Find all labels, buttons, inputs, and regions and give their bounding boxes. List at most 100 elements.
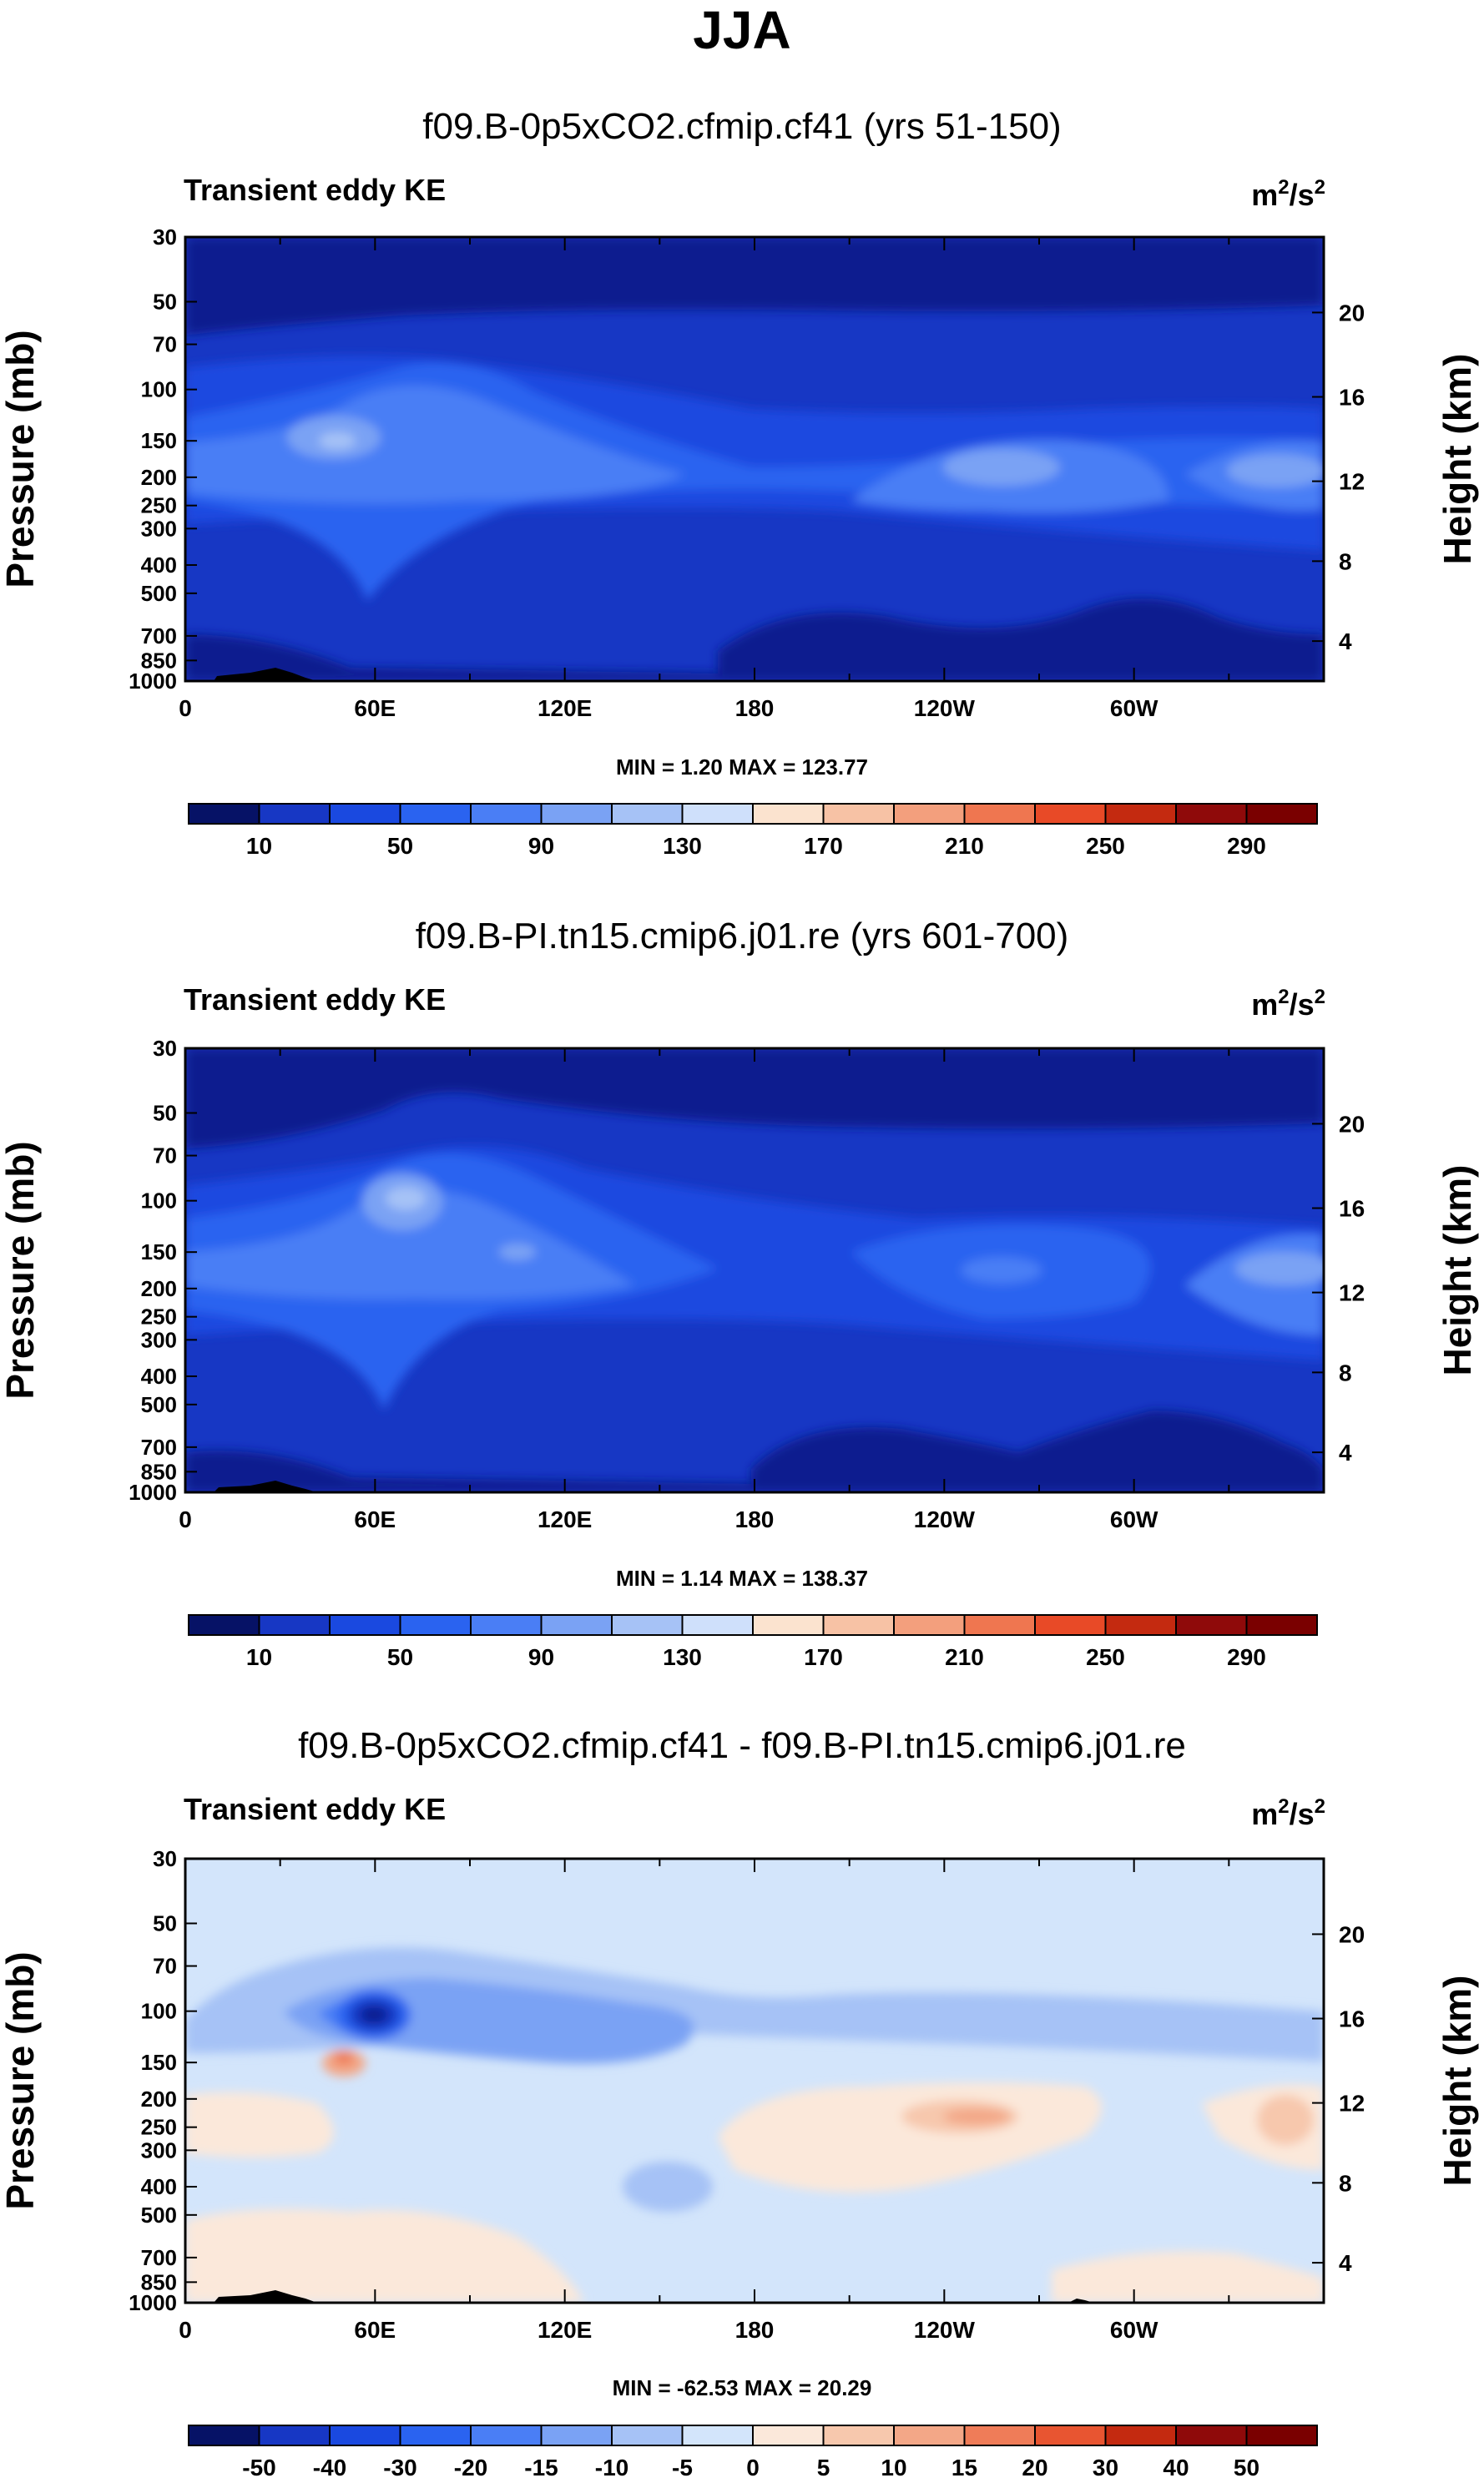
panel-2-left-label: Transient eddy KE bbox=[184, 982, 446, 1017]
ytick-label: 100 bbox=[141, 377, 177, 402]
panel-1-title: f09.B-0p5xCO2.cfmip.cf41 (yrs 51-150) bbox=[422, 106, 1061, 147]
colorbar-label: 210 bbox=[945, 833, 984, 859]
colorbar-box bbox=[963, 1614, 1036, 1636]
panel-2-colorbar-boxes bbox=[188, 1614, 1318, 1636]
colorbar-box bbox=[1245, 2425, 1318, 2446]
panel-2-stats: MIN = 1.14 MAX = 138.37 bbox=[616, 1566, 868, 1591]
contour-core-4 bbox=[1235, 1252, 1324, 1285]
contour-core-2 bbox=[386, 1187, 426, 1210]
panel-2-ylabel-right: Height (km) bbox=[1436, 1165, 1479, 1376]
colorbar-box bbox=[399, 1614, 472, 1636]
ytick-label: 1000 bbox=[129, 1480, 177, 1505]
colorbar-box bbox=[258, 803, 331, 825]
ytick-label: 70 bbox=[153, 1143, 177, 1168]
colorbar-box bbox=[540, 803, 613, 825]
ytick-label: 150 bbox=[141, 2050, 177, 2075]
panel-2-ylabel: Pressure (mb) bbox=[0, 1141, 42, 1399]
colorbar-box bbox=[1245, 803, 1318, 825]
contour-lower-dark-2 bbox=[751, 1411, 1324, 1492]
ytick-label: 1000 bbox=[129, 669, 177, 694]
panel-3-ylabel-right: Height (km) bbox=[1436, 1976, 1479, 2187]
panel-3-left-label: Transient eddy KE bbox=[184, 1792, 446, 1826]
colorbar-box bbox=[188, 2425, 260, 2446]
colorbar-box bbox=[822, 803, 895, 825]
ytick-label: 400 bbox=[141, 553, 177, 578]
colorbar-box bbox=[893, 803, 966, 825]
colorbar-box bbox=[329, 2425, 401, 2446]
colorbar-label: 10 bbox=[246, 1644, 272, 1670]
colorbar-box bbox=[893, 1614, 966, 1636]
ytick-label: 70 bbox=[153, 1954, 177, 1979]
ytick-label: 500 bbox=[141, 581, 177, 606]
colorbar-box bbox=[540, 1614, 613, 1636]
colorbar-label: -40 bbox=[313, 2455, 346, 2480]
colorbar-box bbox=[611, 803, 684, 825]
ytick-label: 700 bbox=[141, 1435, 177, 1460]
panel-1-units: m2/s2 bbox=[1251, 176, 1325, 212]
ytick-right-label: 12 bbox=[1339, 469, 1365, 495]
colorbar-label: 130 bbox=[663, 833, 702, 859]
contour-band-3 bbox=[185, 1189, 634, 1300]
ytick-label: 30 bbox=[153, 1846, 177, 1871]
panel-3: f09.B-0p5xCO2.cfmip.cf41 - f09.B-PI.tn15… bbox=[0, 1725, 1479, 2480]
colorbar-label: 10 bbox=[246, 833, 272, 859]
ytick-label: 700 bbox=[141, 2245, 177, 2270]
ytick-label: 700 bbox=[141, 623, 177, 649]
contour-pos-10 bbox=[334, 2052, 354, 2065]
ytick-right-label: 20 bbox=[1339, 300, 1365, 326]
xtick-label: 120E bbox=[538, 1506, 592, 1532]
contour-neg-6 bbox=[361, 2006, 387, 2023]
colorbar-box bbox=[1175, 803, 1248, 825]
colorbar-box bbox=[752, 803, 825, 825]
panel-1: f09.B-0p5xCO2.cfmip.cf41 (yrs 51-150) Tr… bbox=[0, 106, 1479, 859]
colorbar-box bbox=[329, 1614, 401, 1636]
colorbar-box bbox=[822, 2425, 895, 2446]
ytick-label: 150 bbox=[141, 428, 177, 453]
xtick-label: 60W bbox=[1110, 1506, 1158, 1532]
ytick-right-label: 8 bbox=[1339, 1360, 1352, 1385]
contour-lower-dark-2 bbox=[718, 598, 1324, 681]
colorbar-label: -10 bbox=[595, 2455, 628, 2480]
ytick-right-label: 20 bbox=[1339, 1921, 1365, 1947]
colorbar-label: 10 bbox=[881, 2455, 906, 2480]
contour-pos-7 bbox=[943, 2108, 1010, 2125]
ytick-label: 30 bbox=[153, 1036, 177, 1061]
topography bbox=[214, 668, 317, 681]
contour-core-2 bbox=[943, 449, 1060, 486]
ytick-right-label: 12 bbox=[1339, 2091, 1365, 2117]
ytick-right-label: 16 bbox=[1339, 1196, 1365, 1222]
xtick-label: 180 bbox=[735, 1506, 775, 1532]
colorbar-label: 0 bbox=[746, 2455, 760, 2480]
ytick-label: 1000 bbox=[129, 2290, 177, 2315]
colorbar-box bbox=[681, 2425, 754, 2446]
colorbar-box bbox=[470, 803, 543, 825]
colorbar-label: 250 bbox=[1086, 1644, 1125, 1670]
contour-band-3 bbox=[185, 385, 684, 504]
ytick-right-label: 16 bbox=[1339, 2006, 1365, 2032]
ytick-label: 70 bbox=[153, 332, 177, 357]
ytick-label: 200 bbox=[141, 1276, 177, 1301]
ytick-label: 100 bbox=[141, 1999, 177, 2024]
contour-lower-dark bbox=[185, 634, 1324, 681]
contour-upper-dark bbox=[185, 237, 1324, 336]
ytick-label: 250 bbox=[141, 1305, 177, 1330]
colorbar-box bbox=[963, 2425, 1036, 2446]
colorbar-box bbox=[1034, 803, 1107, 825]
colorbar-label: 290 bbox=[1227, 833, 1266, 859]
colorbar-box bbox=[893, 2425, 966, 2446]
colorbar-box bbox=[1104, 2425, 1177, 2446]
colorbar-box bbox=[752, 2425, 825, 2446]
contour-lower-dark bbox=[185, 1451, 1324, 1492]
colorbar-box bbox=[399, 2425, 472, 2446]
colorbar-box bbox=[399, 803, 472, 825]
topography bbox=[214, 2290, 317, 2303]
ytick-label: 500 bbox=[141, 1392, 177, 1417]
panel-2-units: m2/s2 bbox=[1251, 986, 1325, 1022]
xtick-label: 60W bbox=[1110, 2317, 1158, 2343]
xtick-label: 120W bbox=[914, 2317, 976, 2343]
colorbar-box bbox=[681, 803, 754, 825]
panel-1-colorbar-labels: 10 50 90 130 170 210 250 290 bbox=[246, 833, 1266, 859]
panel-2-title: f09.B-PI.tn15.cmip6.j01.re (yrs 601-700) bbox=[416, 916, 1069, 956]
